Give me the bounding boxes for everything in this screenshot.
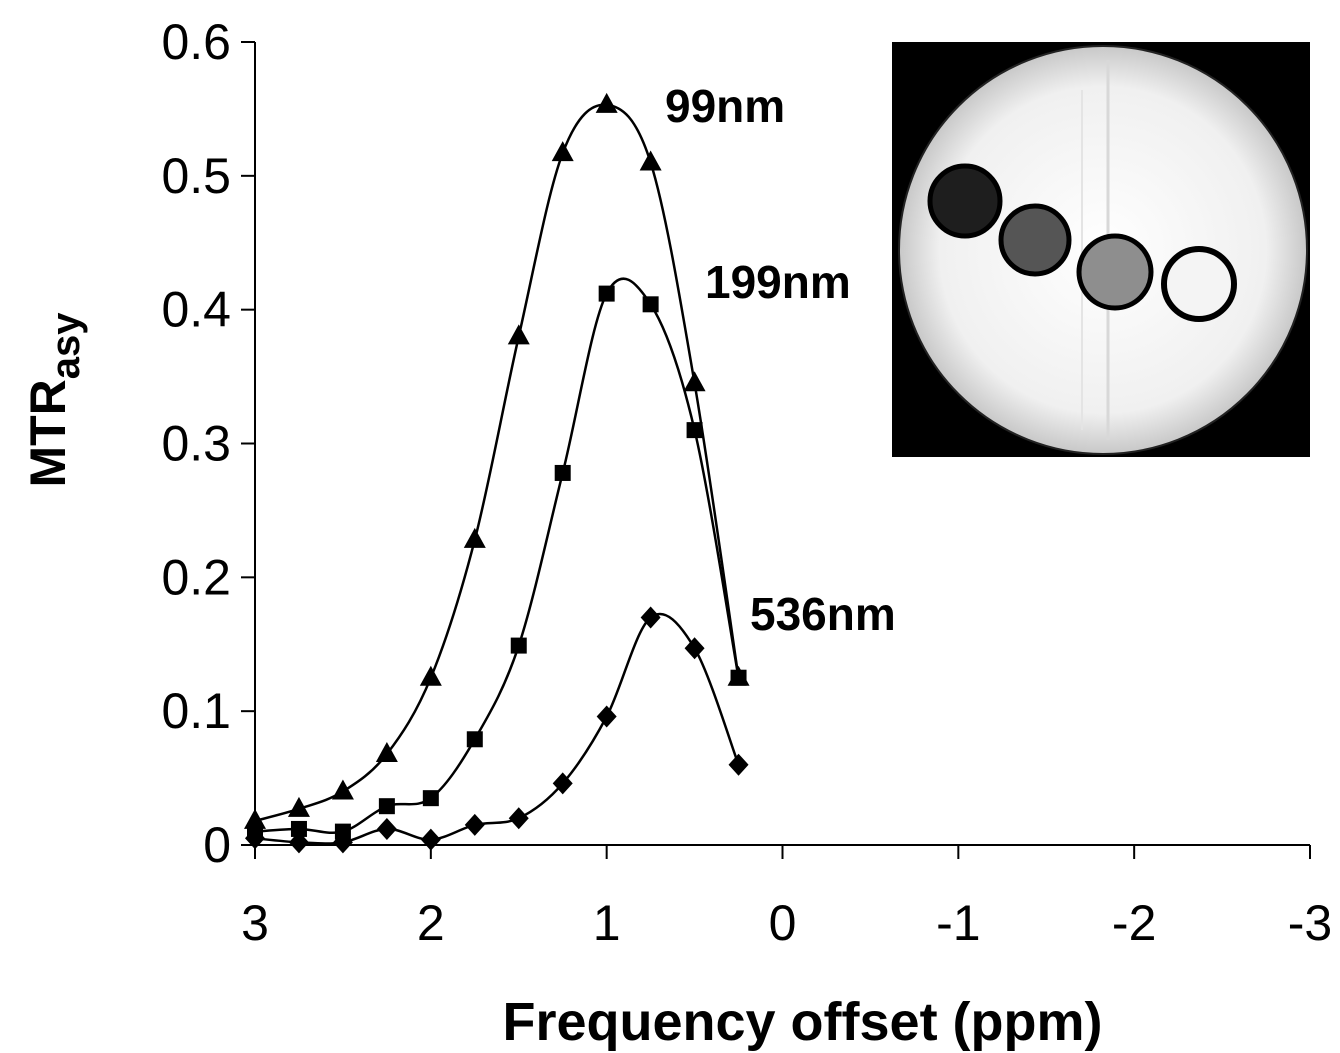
x-tick-label: -3	[1288, 895, 1332, 951]
data-point-199nm	[378, 798, 395, 815]
data-point-536nm	[288, 831, 309, 854]
data-point-199nm	[642, 296, 659, 313]
data-point-199nm	[554, 464, 571, 481]
y-tick-label: 0	[203, 817, 231, 873]
y-tick-label: 0.1	[161, 683, 231, 739]
series-label-536nm: 536nm	[750, 588, 896, 640]
x-tick-label: -2	[1112, 895, 1156, 951]
x-axis-title: Frequency offset (ppm)	[502, 992, 1102, 1052]
data-point-536nm	[640, 606, 661, 629]
series-line-99nm	[254, 103, 740, 823]
data-point-99nm	[287, 796, 310, 817]
vial-1	[927, 163, 1003, 239]
x-tick-label: 3	[241, 895, 269, 951]
x-tick-label: -1	[936, 895, 980, 951]
data-point-199nm	[730, 669, 747, 686]
data-point-536nm	[508, 807, 529, 830]
data-point-536nm	[376, 817, 397, 840]
y-tick-label: 0.5	[161, 148, 231, 204]
y-tick-label: 0.4	[161, 282, 231, 338]
data-point-199nm	[466, 731, 483, 748]
series-line-199nm	[254, 277, 740, 835]
vial-2	[998, 203, 1072, 277]
data-point-536nm	[464, 813, 485, 836]
inset-phantom-image	[892, 42, 1310, 457]
series-199nm	[247, 277, 747, 840]
x-tick-label: 1	[593, 895, 621, 951]
y-tick-label: 0.3	[161, 416, 231, 472]
data-point-99nm	[507, 324, 530, 345]
data-point-99nm	[639, 150, 662, 171]
data-point-99nm	[551, 141, 574, 162]
series-label-199nm: 199nm	[705, 256, 851, 308]
data-point-199nm	[598, 285, 615, 302]
series-99nm	[244, 92, 750, 829]
data-point-99nm	[375, 741, 398, 762]
vial-3	[1076, 233, 1154, 311]
y-tick-label: 0.6	[161, 14, 231, 70]
x-tick-label: 0	[769, 895, 797, 951]
data-point-536nm	[728, 753, 749, 776]
data-point-99nm	[463, 527, 486, 548]
data-point-199nm	[510, 637, 527, 654]
data-point-536nm	[552, 772, 573, 795]
data-point-199nm	[290, 820, 307, 837]
x-tick-label: 2	[417, 895, 445, 951]
series-line-536nm	[254, 612, 740, 845]
data-point-99nm	[331, 779, 354, 800]
data-point-99nm	[683, 371, 706, 392]
data-point-99nm	[419, 665, 442, 686]
data-point-536nm	[420, 828, 441, 851]
data-point-536nm	[596, 705, 617, 728]
data-point-199nm	[422, 790, 439, 807]
series-label-99nm: 99nm	[665, 80, 785, 132]
data-point-99nm	[595, 92, 618, 113]
data-point-536nm	[684, 637, 705, 660]
y-tick-label: 0.2	[161, 549, 231, 605]
y-axis-title: MTRasy	[20, 312, 88, 488]
series-536nm	[245, 606, 749, 854]
vial-4	[1161, 246, 1237, 322]
data-point-536nm	[332, 831, 353, 854]
data-point-536nm	[245, 827, 265, 850]
data-point-199nm	[686, 422, 703, 439]
